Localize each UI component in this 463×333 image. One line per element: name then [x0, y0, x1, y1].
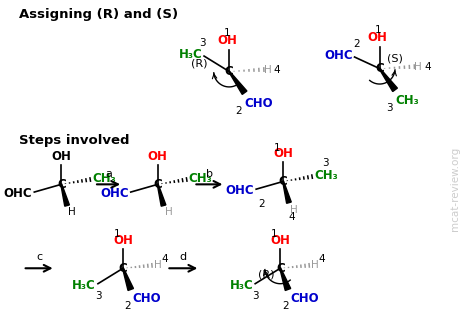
Text: 3: 3: [252, 291, 259, 301]
Text: 4: 4: [319, 254, 325, 264]
Text: H₃C: H₃C: [230, 279, 253, 292]
Polygon shape: [157, 184, 166, 206]
Text: 2: 2: [236, 106, 242, 116]
Text: H: H: [290, 204, 298, 214]
Text: OH: OH: [148, 150, 168, 163]
Text: H: H: [311, 260, 319, 270]
Text: 3: 3: [200, 38, 206, 48]
Text: CHO: CHO: [290, 292, 319, 305]
Polygon shape: [379, 68, 397, 92]
Text: 4: 4: [424, 62, 431, 72]
Text: C: C: [279, 175, 288, 188]
Text: Steps involved: Steps involved: [19, 134, 129, 147]
Polygon shape: [123, 268, 133, 290]
Text: OH: OH: [51, 150, 71, 163]
Text: 2: 2: [282, 301, 288, 311]
Text: b: b: [206, 168, 213, 178]
Text: mcat-review.org: mcat-review.org: [450, 147, 460, 231]
Text: C: C: [276, 262, 285, 275]
Text: C: C: [119, 262, 127, 275]
Text: 2: 2: [354, 39, 360, 49]
Polygon shape: [61, 184, 69, 206]
Text: (R): (R): [258, 269, 275, 279]
Text: OHC: OHC: [4, 186, 32, 199]
Text: 1: 1: [274, 143, 280, 153]
Text: C: C: [375, 62, 384, 75]
Text: C: C: [57, 178, 66, 191]
Text: 4: 4: [274, 65, 280, 75]
Text: OHC: OHC: [324, 49, 353, 62]
Text: Assigning (R) and (S): Assigning (R) and (S): [19, 8, 178, 21]
Polygon shape: [283, 181, 291, 203]
Text: OH: OH: [217, 34, 237, 47]
Text: OHC: OHC: [225, 183, 254, 196]
Text: H: H: [414, 62, 422, 72]
Text: OH: OH: [113, 234, 133, 247]
Text: c: c: [36, 252, 42, 262]
Text: H₃C: H₃C: [72, 279, 96, 292]
Text: CH₃: CH₃: [314, 169, 338, 182]
Text: CH₃: CH₃: [395, 94, 419, 107]
Text: H: H: [264, 65, 272, 75]
Text: d: d: [180, 252, 187, 262]
Text: H₃C: H₃C: [178, 48, 202, 61]
Text: C: C: [225, 65, 233, 78]
Text: 1: 1: [113, 229, 120, 239]
Text: 4: 4: [162, 254, 168, 264]
Text: H: H: [164, 207, 172, 217]
Text: 3: 3: [322, 158, 328, 168]
Text: (S): (S): [388, 54, 403, 64]
Text: CHO: CHO: [133, 292, 161, 305]
Text: 1: 1: [375, 25, 381, 35]
Text: 2: 2: [125, 301, 131, 311]
Text: OH: OH: [273, 147, 293, 160]
Text: (R): (R): [191, 59, 208, 69]
Text: CH₃: CH₃: [92, 172, 116, 185]
Text: OH: OH: [270, 234, 290, 247]
Text: CH₃: CH₃: [188, 172, 213, 185]
Text: 1: 1: [224, 28, 231, 38]
Text: C: C: [153, 178, 162, 191]
Text: a: a: [105, 168, 112, 178]
Text: H: H: [68, 207, 76, 217]
Text: OHC: OHC: [100, 186, 129, 199]
Polygon shape: [229, 71, 247, 95]
Text: OH: OH: [368, 32, 388, 45]
Polygon shape: [280, 268, 291, 290]
Text: 4: 4: [288, 212, 294, 222]
Text: H: H: [154, 260, 162, 270]
Text: 1: 1: [271, 229, 277, 239]
Text: CHO: CHO: [244, 97, 273, 110]
Text: 3: 3: [386, 103, 393, 113]
Text: 3: 3: [95, 291, 102, 301]
Text: 2: 2: [259, 199, 265, 209]
